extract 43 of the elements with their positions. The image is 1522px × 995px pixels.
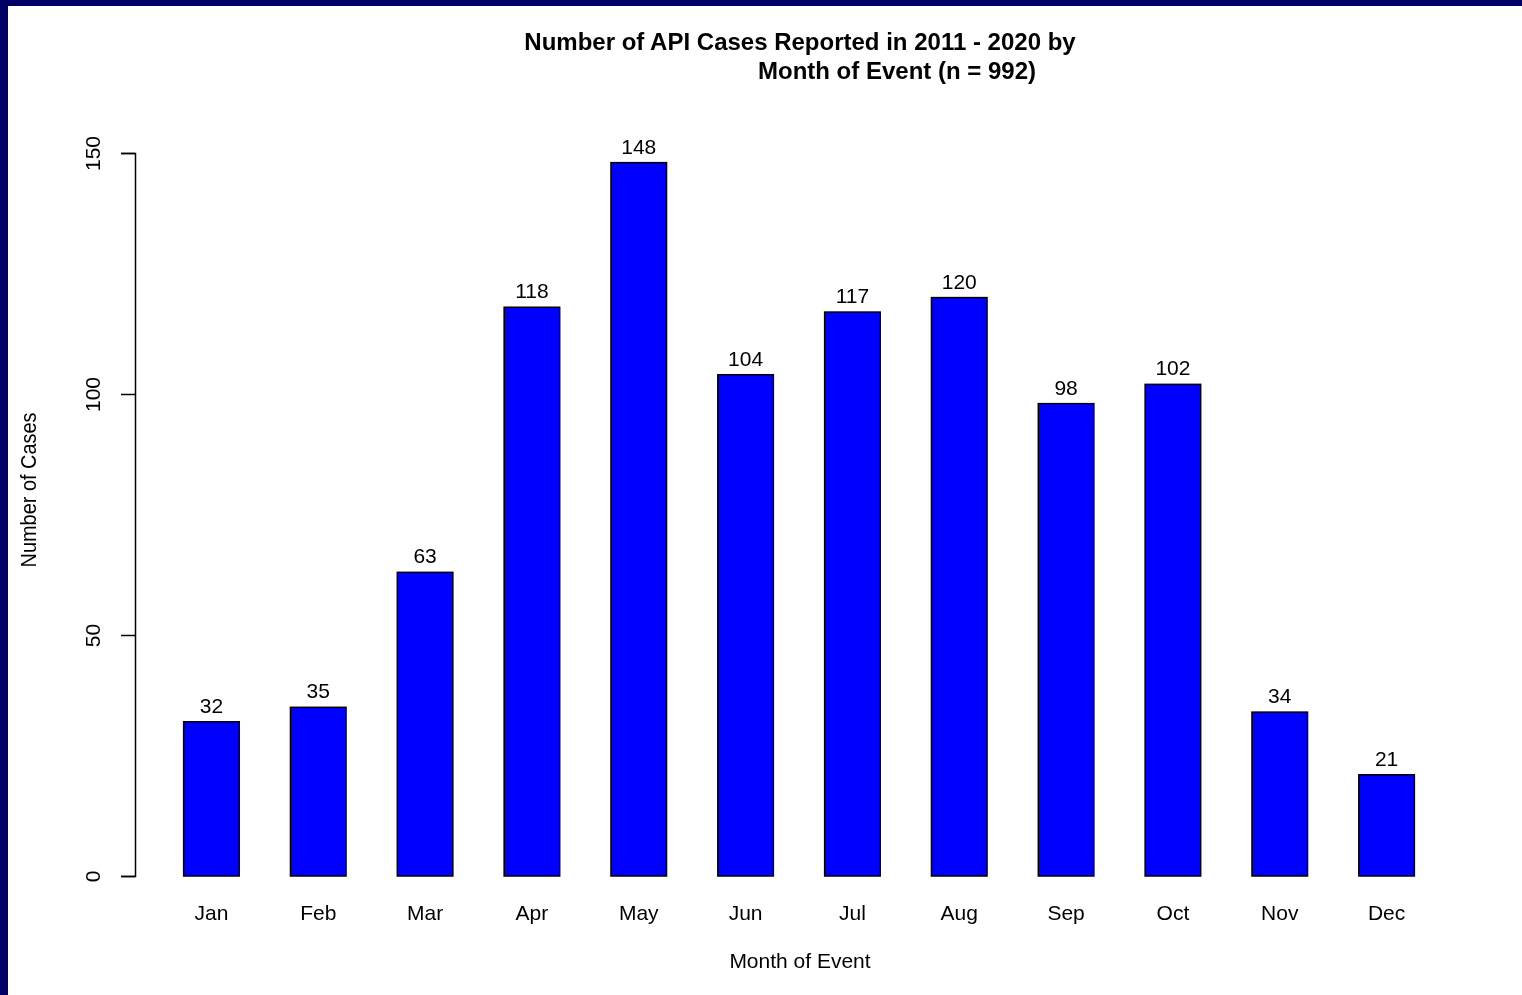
data-label: 102 bbox=[1155, 356, 1191, 380]
bar bbox=[1251, 711, 1309, 877]
x-tick-label: Jul bbox=[838, 901, 866, 924]
y-axis-title: Number of Cases bbox=[16, 396, 41, 568]
data-label: 118 bbox=[515, 279, 549, 303]
bar bbox=[1144, 383, 1202, 877]
y-tick-label: 100 bbox=[81, 376, 105, 413]
bar bbox=[1037, 402, 1095, 877]
x-tick-label: Oct bbox=[1156, 901, 1190, 924]
data-label: 148 bbox=[621, 134, 657, 158]
bar bbox=[503, 306, 561, 877]
x-tick-label: Dec bbox=[1367, 901, 1406, 924]
x-tick-label: Nov bbox=[1261, 901, 1299, 924]
bar bbox=[289, 706, 347, 877]
x-tick-label: May bbox=[618, 901, 660, 924]
bar bbox=[396, 571, 454, 877]
bar bbox=[823, 311, 881, 877]
bar bbox=[930, 296, 988, 877]
data-label: 63 bbox=[413, 544, 437, 568]
x-tick-label: Sep bbox=[1047, 901, 1085, 924]
data-label: 35 bbox=[306, 679, 330, 703]
y-tick-label: 150 bbox=[81, 135, 105, 172]
data-label: 32 bbox=[199, 693, 224, 717]
bar bbox=[1358, 774, 1416, 877]
bar bbox=[182, 721, 240, 877]
chart-title: Number of API Cases Reported in 2011 - 2020 by Month of Event (n = 992) bbox=[524, 28, 1077, 84]
x-tick-label: Jan bbox=[194, 901, 229, 924]
bar bbox=[717, 373, 775, 877]
data-label: 120 bbox=[941, 269, 977, 293]
x-tick-label: Aug bbox=[940, 901, 978, 924]
x-tick-label: Apr bbox=[515, 901, 549, 924]
x-axis-title: Month of Event bbox=[729, 949, 871, 972]
data-label: 21 bbox=[1374, 746, 1399, 770]
data-label: 98 bbox=[1054, 375, 1078, 399]
bar bbox=[610, 161, 668, 877]
x-tick-label: Feb bbox=[300, 901, 337, 924]
y-tick-label: 50 bbox=[81, 623, 105, 648]
x-tick-label: Mar bbox=[407, 901, 444, 924]
data-label: 117 bbox=[835, 284, 870, 308]
data-label: 104 bbox=[728, 346, 764, 370]
y-tick-label: 0 bbox=[81, 870, 105, 883]
x-tick-label: Jun bbox=[728, 901, 763, 924]
data-label: 34 bbox=[1268, 684, 1292, 708]
